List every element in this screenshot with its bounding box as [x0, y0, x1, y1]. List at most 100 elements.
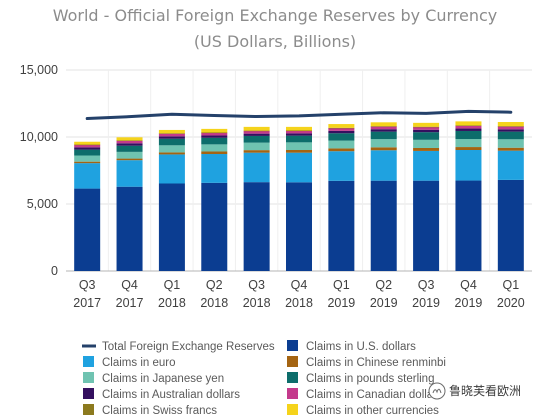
bar-segment [243, 152, 270, 183]
y-axis: 0 5,000 10,000 15,000 [20, 63, 58, 278]
legend-label: Total Foreign Exchange Reserves [102, 341, 275, 353]
legend-label: Claims in Australian dollars [102, 389, 240, 401]
legend-label: Claims in euro [102, 357, 176, 369]
bar-segment [370, 139, 397, 148]
chart-subtitle: (US Dollars, Billions) [194, 32, 356, 51]
x-tick-label-year: 2017 [116, 296, 144, 310]
bar-segment [413, 150, 440, 181]
bar-segment [201, 132, 228, 136]
bar-segment [74, 147, 101, 150]
bar-segment [74, 155, 101, 162]
bar-stack [243, 126, 270, 271]
bar-segment [413, 129, 440, 133]
bar-segment [328, 151, 355, 181]
bar-stacks [74, 121, 524, 271]
bar-segment [243, 130, 270, 132]
legend: Total Foreign Exchange Reserves Claims in… [82, 340, 446, 417]
bar-segment [286, 133, 312, 136]
legend-label: Claims in Swiss francs [102, 405, 217, 417]
bar-stack [455, 121, 482, 271]
bar-segment [116, 158, 143, 161]
bar-segment [286, 135, 312, 143]
bar-segment [455, 139, 482, 148]
x-axis: Q3 2017 Q4 2017 Q1 2018 Q2 2018 Q3 2018 Q4 2018 Q1 20… [73, 278, 524, 310]
bar-segment [455, 128, 482, 131]
bar-segment [201, 151, 228, 155]
legend-label: Claims in pounds sterling [306, 373, 434, 385]
y-tick-label: 15,000 [20, 63, 58, 77]
legend-swatch [83, 356, 94, 367]
bar-segment [328, 133, 355, 141]
bar-segment [286, 130, 312, 134]
bar-segment [370, 131, 397, 140]
legend-label: Claims in Canadian dollars [306, 389, 443, 401]
bar-segment [116, 140, 143, 144]
x-tick-label-quarter: Q4 [291, 278, 308, 292]
bar-segment [116, 160, 143, 187]
bar-segment [370, 147, 397, 151]
bar-segment [116, 145, 143, 152]
chart-title: World - Official Foreign Exchange Reserv… [53, 6, 498, 25]
watermark-text: 鲁晓芙看欧洲 [449, 384, 521, 398]
bar-segment [201, 182, 228, 271]
bar-segment [413, 180, 440, 271]
bar-stack [116, 137, 143, 271]
bar-segment [74, 188, 101, 271]
bar-segment [74, 161, 101, 164]
bar-segment [455, 147, 482, 150]
bar-segment [116, 186, 143, 271]
legend-item: Claims in other currencies [287, 404, 439, 417]
bar-segment [370, 122, 397, 127]
bar-segment [158, 133, 185, 137]
bar-segment [497, 147, 524, 151]
x-tick-label-year: 2017 [73, 296, 101, 310]
y-tick-label: 10,000 [20, 130, 58, 144]
bar-segment [455, 121, 482, 126]
x-tick-label-year: 2020 [497, 296, 525, 310]
legend-item: Claims in Swiss francs [83, 404, 217, 417]
bar-segment [201, 132, 228, 134]
x-tick-label-quarter: Q4 [121, 278, 138, 292]
x-tick-label-quarter: Q1 [164, 278, 181, 292]
bar-segment [116, 140, 143, 141]
bar-segment [158, 133, 185, 134]
bar-segment [243, 182, 270, 271]
bar-stack [74, 141, 101, 271]
bar-segment [497, 150, 524, 180]
bar-segment [370, 126, 397, 130]
legend-item: Total Foreign Exchange Reserves [82, 341, 275, 353]
bar-segment [497, 179, 524, 271]
bar-segment [328, 148, 355, 152]
bar-segment [328, 130, 355, 134]
bar-segment [158, 154, 185, 184]
bar-segment [286, 149, 312, 153]
legend-item: Claims in euro [83, 356, 176, 369]
bar-segment [370, 129, 397, 132]
x-tick-label-year: 2018 [158, 296, 186, 310]
bar-segment [201, 128, 228, 133]
legend-swatch [83, 404, 94, 415]
bar-stack [413, 122, 440, 271]
x-tick-label-quarter: Q2 [206, 278, 223, 292]
legend-item: Claims in U.S. dollars [287, 340, 416, 353]
bar-segment [201, 135, 228, 138]
bar-segment [413, 126, 440, 128]
bar-stack [158, 129, 185, 271]
bar-segment [497, 131, 524, 140]
legend-swatch [83, 372, 94, 383]
bar-stack [286, 126, 312, 271]
bar-segment [455, 125, 482, 129]
bar-segment [201, 154, 228, 183]
legend-item: Claims in pounds sterling [287, 372, 434, 385]
bar-segment [455, 149, 482, 181]
x-tick-label-quarter: Q3 [248, 278, 265, 292]
bar-stack [328, 124, 355, 271]
bar-segment [328, 180, 355, 271]
bar-segment [328, 124, 355, 128]
legend-item: Claims in Japanese yen [83, 372, 224, 385]
bar-segment [497, 126, 524, 127]
bar-segment [455, 125, 482, 126]
bar-segment [497, 122, 524, 127]
watermark-logo-mark [432, 388, 442, 394]
